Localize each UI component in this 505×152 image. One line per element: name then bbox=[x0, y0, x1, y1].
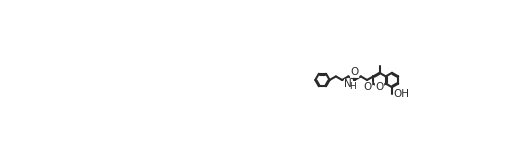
Text: O: O bbox=[350, 67, 359, 77]
Text: OH: OH bbox=[393, 88, 409, 98]
Text: O: O bbox=[364, 82, 372, 92]
Text: O: O bbox=[375, 82, 384, 92]
Text: N: N bbox=[344, 79, 352, 89]
Text: H: H bbox=[349, 82, 356, 91]
